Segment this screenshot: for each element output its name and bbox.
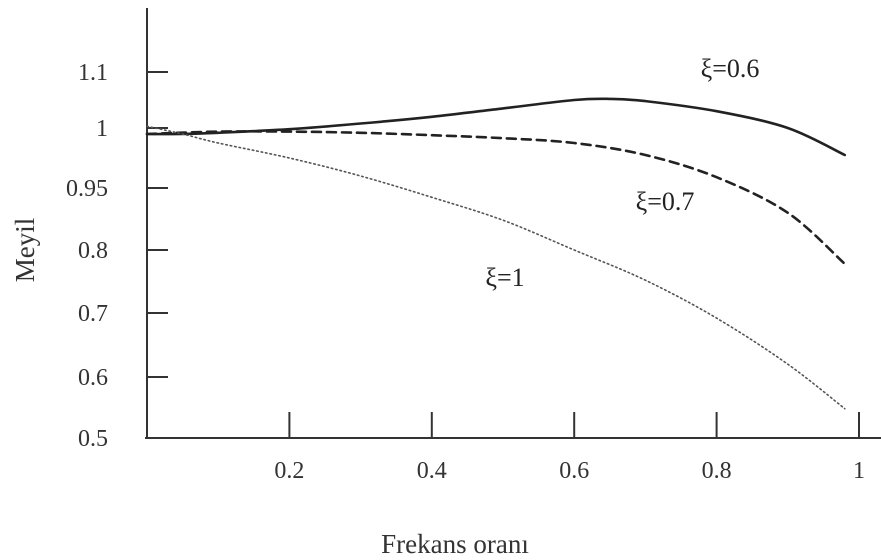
x-tick-label: 0.8 <box>702 458 732 484</box>
y-tick-label: 0.8 <box>78 238 108 264</box>
x-tick-label: 0.4 <box>417 458 447 484</box>
x-axis-ticks: 0.2 0.4 0.6 0.8 1 <box>274 412 865 484</box>
y-axis-title: Meyil <box>10 218 40 283</box>
series-label-xi-1: ξ=1 <box>485 263 524 292</box>
y-tick-label: 1.1 <box>78 60 108 86</box>
y-axis-ticks: 0.5 0.6 0.7 0.8 0.95 1 1.1 <box>66 60 168 452</box>
series-labels: ξ=0.6 ξ=0.7 ξ=1 <box>485 54 759 292</box>
y-tick-label: 0.6 <box>78 365 108 391</box>
y-tick-label: 1 <box>96 116 108 142</box>
x-tick-label: 0.2 <box>274 458 304 484</box>
series-line-xi-0-7 <box>145 130 847 266</box>
y-tick-label: 0.5 <box>78 426 108 452</box>
x-tick-label: 1 <box>853 458 865 484</box>
series-line-xi-0-6 <box>145 97 847 157</box>
series-lines <box>145 97 847 410</box>
y-tick-label: 0.95 <box>66 176 108 202</box>
x-axis-title: Frekans oranı <box>381 529 529 559</box>
x-tick-label: 0.6 <box>559 458 589 484</box>
axes <box>145 8 881 439</box>
series-line-xi-1 <box>146 125 846 410</box>
y-tick-label: 0.7 <box>78 301 108 327</box>
series-label-xi-0-6: ξ=0.6 <box>701 54 760 83</box>
series-label-xi-0-7: ξ=0.7 <box>636 187 695 216</box>
